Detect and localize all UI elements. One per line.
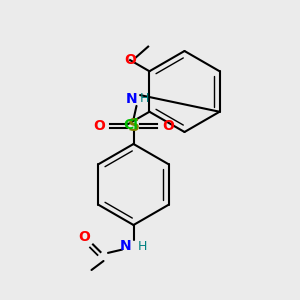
Text: H: H [138,239,147,253]
Text: H: H [139,92,149,106]
Text: O: O [78,230,90,244]
Text: Cl: Cl [124,118,139,132]
Text: O: O [162,119,174,133]
Text: S: S [128,117,140,135]
Text: N: N [120,239,132,253]
Text: O: O [124,53,136,67]
Text: N: N [125,92,137,106]
Text: O: O [93,119,105,133]
